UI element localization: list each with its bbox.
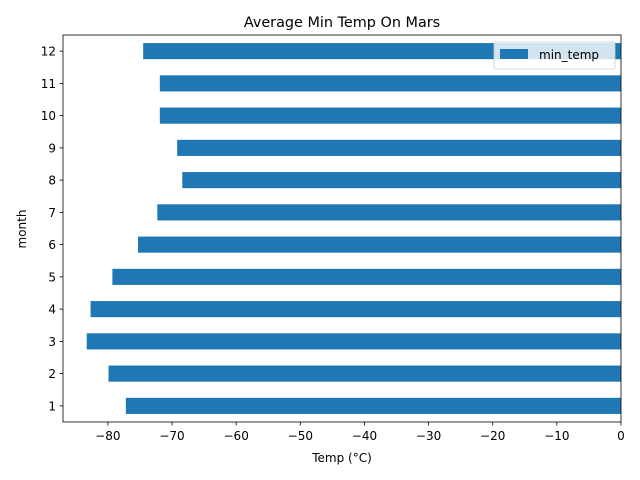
x-tick-label: −40 bbox=[352, 429, 377, 443]
y-tick-label: 10 bbox=[41, 109, 56, 123]
bar-month-1 bbox=[125, 397, 622, 414]
x-tick-label: −80 bbox=[95, 429, 120, 443]
y-tick-label: 2 bbox=[48, 367, 56, 381]
y-tick-label: 11 bbox=[41, 77, 56, 91]
bar-month-3 bbox=[86, 333, 622, 350]
legend-label: min_temp bbox=[539, 48, 599, 62]
y-axis-title: month bbox=[15, 210, 29, 249]
bar-month-9 bbox=[177, 139, 621, 156]
x-axis-title: Temp (°C) bbox=[311, 451, 372, 465]
x-tick-label: −50 bbox=[288, 429, 313, 443]
y-tick-label: 5 bbox=[48, 270, 56, 284]
bar-month-7 bbox=[157, 204, 621, 221]
legend-swatch bbox=[500, 49, 528, 59]
bar-month-4 bbox=[90, 301, 622, 318]
chart-title: Average Min Temp On Mars bbox=[244, 15, 440, 31]
y-tick-label: 12 bbox=[41, 45, 56, 59]
bar-month-8 bbox=[182, 172, 621, 189]
y-tick-label: 3 bbox=[48, 335, 56, 349]
bar-month-11 bbox=[159, 75, 622, 92]
bar-month-10 bbox=[159, 107, 622, 124]
y-tick-label: 7 bbox=[48, 206, 56, 220]
y-tick-label: 6 bbox=[48, 238, 56, 252]
x-tick-label: −70 bbox=[159, 429, 184, 443]
bar-month-5 bbox=[112, 268, 622, 285]
y-tick-label: 8 bbox=[48, 174, 56, 188]
bar-month-6 bbox=[138, 236, 621, 253]
y-tick-label: 1 bbox=[48, 399, 56, 413]
plot-frame bbox=[62, 34, 622, 423]
bar-month-2 bbox=[108, 365, 621, 382]
y-tick-label: 9 bbox=[48, 141, 56, 155]
x-tick-label: −10 bbox=[544, 429, 569, 443]
x-axis-ticks: −80 −70 −60 −50 −40 −30 −20 −10 0 bbox=[95, 422, 625, 443]
x-tick-label: 0 bbox=[617, 429, 625, 443]
x-tick-label: −30 bbox=[416, 429, 441, 443]
x-tick-label: −20 bbox=[480, 429, 505, 443]
x-tick-label: −60 bbox=[224, 429, 249, 443]
legend: min_temp bbox=[493, 41, 616, 70]
y-tick-label: 4 bbox=[48, 303, 56, 317]
legend-box bbox=[493, 41, 616, 70]
